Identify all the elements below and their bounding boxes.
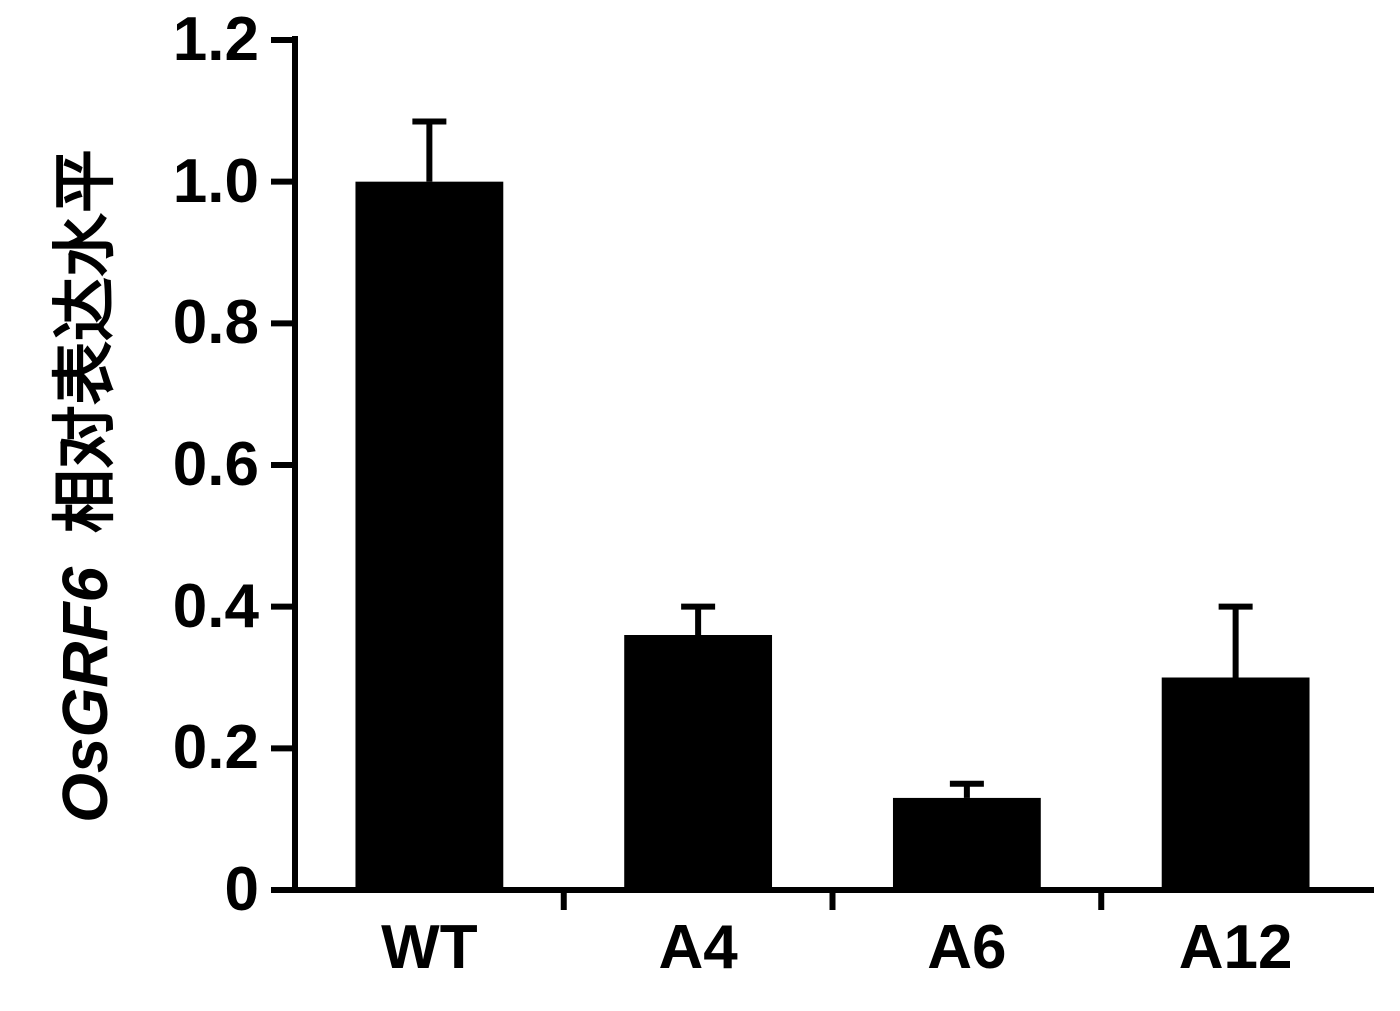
bar (624, 635, 772, 890)
y-tick-label: 0.8 (119, 287, 259, 358)
y-tick-label: 0 (119, 854, 259, 925)
y-tick-label: 0.2 (119, 712, 259, 783)
y-tick-label: 0.6 (119, 429, 259, 500)
y-tick-label: 1.0 (119, 146, 259, 217)
bar-chart: OsGRF6 相对表达水平 00.20.40.60.81.01.2 WTA4A6… (0, 0, 1400, 1011)
x-tick-label: A4 (578, 912, 818, 983)
bar (1162, 678, 1310, 891)
x-tick-label: A12 (1116, 912, 1356, 983)
bar (355, 182, 503, 890)
y-tick-label: 0.4 (119, 571, 259, 642)
x-tick-label: A6 (847, 912, 1087, 983)
x-tick-label: WT (309, 912, 549, 983)
y-tick-label: 1.2 (119, 4, 259, 75)
bar (893, 798, 1041, 890)
